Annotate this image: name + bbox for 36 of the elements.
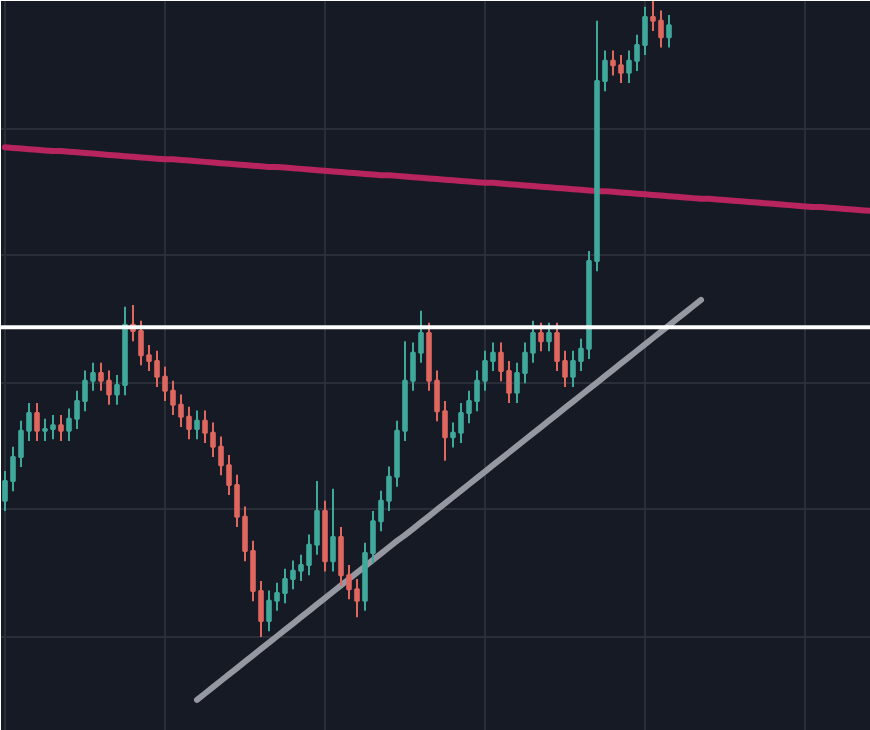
candlestick bbox=[626, 49, 632, 85]
candlestick bbox=[330, 487, 336, 573]
candlestick bbox=[66, 407, 72, 443]
candlestick bbox=[458, 401, 464, 444]
candlestick bbox=[538, 321, 544, 353]
candlestick bbox=[210, 421, 216, 458]
candlestick bbox=[666, 13, 672, 49]
candlestick bbox=[178, 393, 184, 429]
candlestick bbox=[138, 319, 144, 367]
candlestick bbox=[98, 361, 104, 392]
candlestick bbox=[338, 525, 344, 587]
candlestick bbox=[282, 567, 288, 605]
candlestick bbox=[154, 349, 160, 388]
candlestick bbox=[546, 321, 552, 353]
candlestick bbox=[266, 589, 272, 633]
candlestick bbox=[34, 401, 40, 443]
candlestick bbox=[170, 379, 176, 416]
candlestick bbox=[618, 54, 624, 85]
candlestick bbox=[570, 349, 576, 388]
candlestick bbox=[50, 413, 56, 441]
candlestick bbox=[610, 49, 616, 77]
candlestick bbox=[106, 369, 112, 406]
candlestick bbox=[82, 369, 88, 413]
candlestick bbox=[162, 365, 168, 402]
candlestick bbox=[58, 413, 64, 443]
candlestick bbox=[42, 417, 48, 443]
candlestick bbox=[186, 405, 192, 441]
candlestick bbox=[506, 359, 512, 404]
candlestick bbox=[354, 578, 360, 619]
candlestick bbox=[202, 409, 208, 444]
candlestick bbox=[642, 5, 648, 57]
candlestick bbox=[658, 9, 664, 49]
candlestick bbox=[650, 1, 656, 32]
candlestick bbox=[290, 559, 296, 591]
candlestick bbox=[194, 409, 200, 441]
candlestick bbox=[554, 321, 560, 373]
